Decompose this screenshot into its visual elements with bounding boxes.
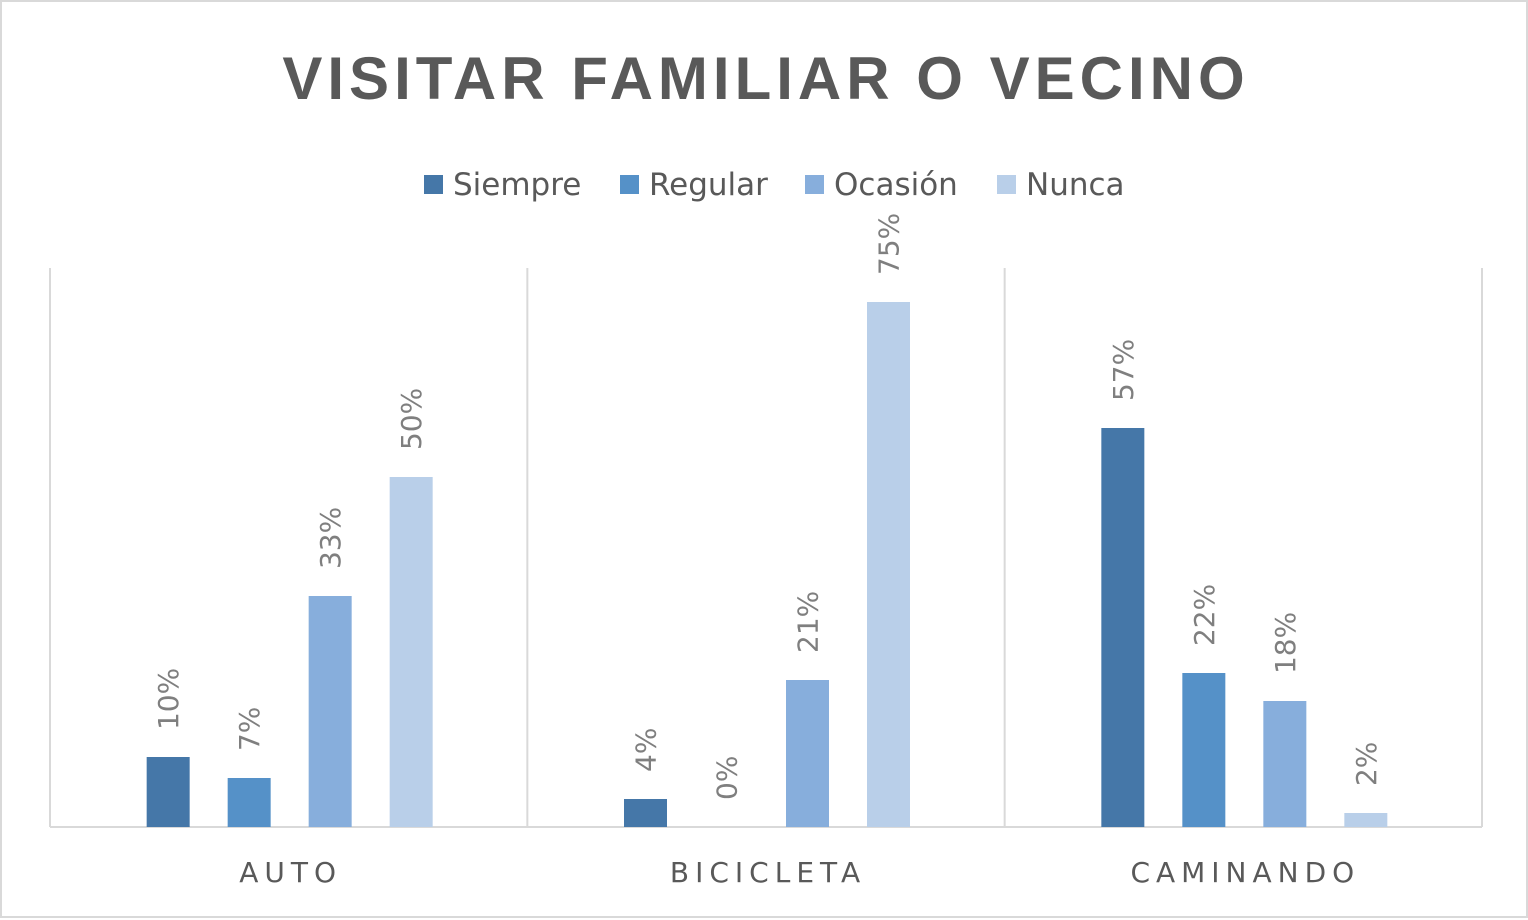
chart-title: VISITAR FAMILIAR O VECINO — [282, 45, 1249, 112]
legend: Siempre Regular Ocasión Nunca — [424, 167, 1125, 203]
category-label: AUTO — [239, 856, 342, 889]
data-label: 22% — [1188, 584, 1221, 646]
data-label: 18% — [1269, 612, 1302, 674]
bar-auto-nunca — [389, 477, 433, 827]
legend-swatch-regular — [620, 175, 639, 194]
bar-caminando-nunca — [1344, 813, 1388, 827]
legend-item-nunca[interactable]: Nunca — [997, 167, 1125, 203]
bar-bicicleta-siempre — [624, 799, 667, 827]
legend-swatch-ocasion — [805, 175, 824, 194]
bar-caminando-ocasión — [1263, 701, 1307, 827]
data-label: 0% — [711, 756, 744, 800]
category-label: BICICLETA — [670, 856, 866, 889]
bar-auto-siempre — [146, 757, 190, 827]
bar-caminando-siempre — [1101, 428, 1145, 827]
legend-label-siempre: Siempre — [453, 167, 581, 203]
legend-label-nunca: Nunca — [1026, 167, 1125, 203]
data-label: 33% — [314, 507, 347, 569]
data-label: 57% — [1107, 339, 1140, 401]
bar-auto-regular — [227, 778, 271, 827]
data-label: 10% — [152, 668, 185, 730]
bar-bicicleta-nunca — [867, 302, 910, 827]
plot-area: 10% 7% 33% 50% AUTO 4% 0% 21% 75% BICICLETA 57% 22%… — [49, 213, 1483, 889]
data-label: 21% — [792, 591, 825, 653]
bar-auto-ocasión — [308, 596, 352, 827]
bar-caminando-regular — [1182, 673, 1226, 827]
category-label: CAMINANDO — [1130, 856, 1360, 889]
legend-item-ocasion[interactable]: Ocasión — [805, 167, 958, 203]
data-label: 7% — [233, 707, 266, 751]
data-label: 2% — [1350, 742, 1383, 786]
data-label: 4% — [630, 728, 663, 772]
bar-bicicleta-ocasión — [786, 680, 829, 827]
data-label: 50% — [395, 388, 428, 450]
legend-item-regular[interactable]: Regular — [620, 167, 768, 203]
legend-label-regular: Regular — [649, 167, 768, 203]
legend-swatch-siempre — [424, 175, 443, 194]
data-label: 75% — [873, 213, 906, 275]
legend-item-siempre[interactable]: Siempre — [424, 167, 581, 203]
legend-label-ocasion: Ocasión — [834, 167, 958, 203]
legend-swatch-nunca — [997, 175, 1016, 194]
